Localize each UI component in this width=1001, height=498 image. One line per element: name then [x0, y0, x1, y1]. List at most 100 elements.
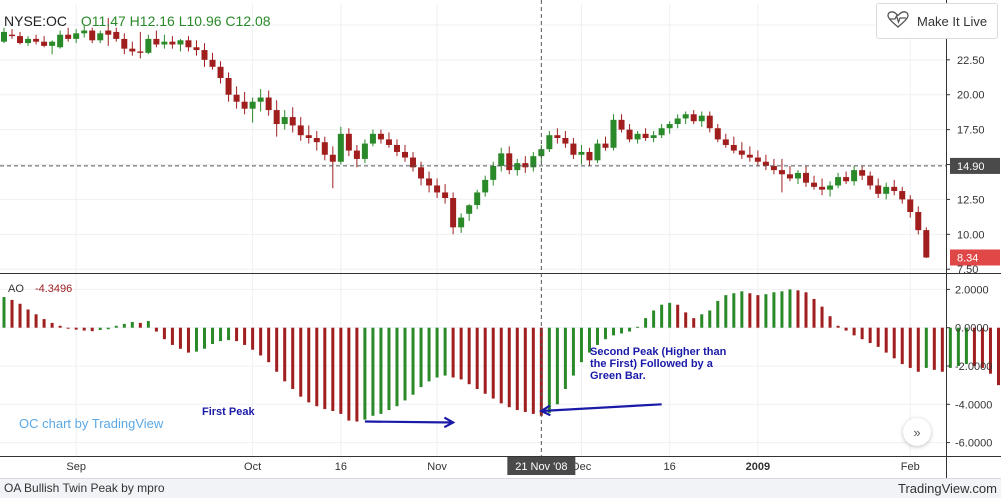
make-it-live-button[interactable]: Make It Live — [876, 3, 998, 39]
candle — [618, 114, 625, 133]
ao-bar — [162, 327, 166, 340]
ao-bar — [652, 310, 656, 328]
ao-bar — [154, 327, 158, 332]
ao-bar — [291, 327, 295, 389]
ao-bar — [26, 309, 30, 328]
candle-body — [233, 94, 240, 102]
ao-indicator-header: AO -4.3496 — [8, 283, 72, 295]
candle — [811, 175, 818, 190]
ao-bar — [10, 299, 14, 328]
candle — [819, 178, 826, 196]
chart-canvas[interactable]: 22.5020.0017.5015.0012.5010.007.5014.908… — [0, 0, 1001, 478]
ao-bar — [884, 327, 888, 353]
candle — [835, 172, 842, 189]
ao-bar — [836, 325, 840, 328]
candle — [121, 33, 128, 55]
ao-bar — [796, 290, 800, 328]
candle — [105, 17, 112, 46]
candle — [907, 195, 914, 218]
candle — [506, 146, 513, 175]
scroll-to-realtime-button[interactable]: » — [903, 418, 931, 446]
ao-bar — [90, 327, 94, 332]
candle — [25, 36, 32, 46]
candle — [698, 111, 705, 127]
candle — [201, 43, 208, 67]
tradingview-watermark[interactable]: OC chart by TradingView — [19, 416, 164, 431]
candle-body — [762, 161, 769, 166]
price-axis[interactable]: 22.5020.0017.5015.0012.5010.007.5014.908… — [946, 24, 1000, 276]
ao-bar — [972, 327, 976, 366]
candle-body — [225, 77, 232, 95]
candle-body — [794, 172, 801, 179]
ao-bar — [467, 327, 471, 385]
ao-bar — [547, 327, 551, 413]
candle — [305, 125, 312, 144]
candle — [321, 136, 328, 161]
heartbeat-icon — [887, 10, 909, 32]
ao-bar — [812, 298, 816, 328]
candle-body — [642, 133, 649, 138]
ao-bar — [267, 327, 271, 363]
candle — [49, 40, 56, 55]
candle-body — [730, 144, 737, 151]
ao-bar — [363, 327, 367, 420]
candle — [482, 175, 489, 197]
candle — [827, 181, 834, 197]
candle-body — [706, 115, 713, 129]
candle-body — [690, 114, 697, 122]
ao-bar — [2, 297, 6, 328]
candle — [145, 34, 152, 55]
candle-body — [313, 138, 320, 143]
candle-body — [426, 178, 433, 186]
time-tick-label: Dec — [572, 461, 592, 473]
crosshair-date-label: 21 Nov '08 — [515, 461, 567, 473]
ao-bar — [235, 327, 239, 342]
ao-bar — [980, 327, 984, 368]
time-tick-label: 2009 — [746, 461, 770, 473]
candle-body — [851, 170, 858, 182]
ao-tick-label: -6.0000 — [955, 438, 992, 450]
time-tick-label: Sep — [66, 461, 86, 473]
candle — [803, 165, 809, 187]
candle — [129, 41, 136, 56]
arrow-shaft — [364, 420, 454, 424]
tradingview-brand[interactable]: TradingView.com — [898, 481, 997, 496]
candle-body — [859, 170, 866, 176]
candle-body — [97, 33, 104, 41]
arrow-shaft — [541, 403, 662, 413]
ao-bar — [708, 310, 712, 328]
candle-body — [385, 139, 392, 145]
ao-bar — [555, 327, 559, 405]
ao-bar — [571, 327, 575, 376]
candle — [554, 128, 561, 144]
candle — [225, 72, 232, 102]
candle-body — [105, 30, 112, 35]
candle-body — [89, 30, 96, 41]
candle-body — [145, 38, 152, 53]
ao-bar — [507, 327, 511, 408]
candle — [361, 139, 368, 164]
ao-bar — [403, 327, 407, 401]
price-tick-label: 17.50 — [957, 125, 985, 137]
ao-bar — [34, 314, 38, 328]
candle — [113, 27, 120, 42]
candle-body — [25, 38, 32, 44]
ao-axis[interactable]: 2.0000 0.0000 -2.0000 -4.0000 -6.0000 — [946, 284, 992, 450]
candle — [418, 161, 425, 186]
ao-bar — [106, 327, 110, 330]
candle — [546, 131, 553, 152]
candle-body — [297, 125, 304, 136]
candle-body — [49, 41, 56, 46]
annotation-arrows — [364, 403, 662, 429]
candle-body — [193, 47, 200, 51]
ao-tick-label: 0.0000 — [955, 323, 989, 335]
annotation-arrow — [539, 403, 662, 417]
candle — [329, 146, 336, 189]
candle-body — [450, 198, 457, 228]
ao-bar — [146, 321, 150, 328]
time-axis[interactable]: Sep Oct 16 Nov Dec 16 2009 Feb 21 Nov '08 — [66, 457, 920, 475]
ao-bar — [371, 327, 375, 416]
ao-bar — [98, 327, 102, 330]
ao-bar — [732, 293, 736, 328]
ao-bar — [756, 295, 760, 328]
